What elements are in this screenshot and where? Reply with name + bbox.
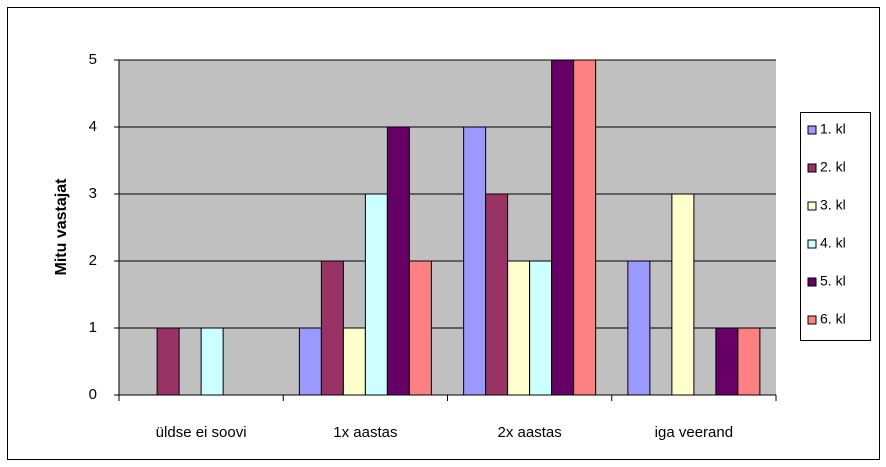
legend-swatch <box>807 277 817 287</box>
y-tick-label: 3 <box>89 185 97 202</box>
bar <box>386 126 410 396</box>
bar <box>200 327 224 396</box>
bar <box>156 327 180 396</box>
bar <box>715 327 739 396</box>
bar <box>671 193 695 396</box>
bar <box>485 193 509 396</box>
y-tick-label: 2 <box>89 252 97 269</box>
x-tick-label: 2x aastas <box>498 424 562 441</box>
bar <box>737 327 761 396</box>
y-tick-label: 4 <box>89 118 97 135</box>
legend-swatch <box>807 239 817 249</box>
bar <box>627 260 651 396</box>
bar <box>408 260 432 396</box>
legend <box>800 112 871 341</box>
bar <box>364 193 388 396</box>
legend-label: 3. kl <box>820 197 846 213</box>
legend-swatch <box>807 163 817 173</box>
y-axis-label: Mitu vastajat <box>53 178 70 276</box>
legend-label: 6. kl <box>820 311 846 327</box>
x-tick-label: iga veerand <box>655 424 733 441</box>
plot-area <box>119 60 776 395</box>
x-tick-label: 1x aastas <box>333 424 397 441</box>
legend-label: 2. kl <box>820 159 846 175</box>
bar <box>529 260 553 396</box>
y-tick-label: 1 <box>89 319 97 336</box>
legend-label: 1. kl <box>820 121 846 137</box>
bar <box>573 59 597 396</box>
bar <box>507 260 531 396</box>
bar <box>320 260 344 396</box>
y-tick-label: 5 <box>89 51 97 68</box>
legend-swatch <box>807 201 817 211</box>
y-tick-label: 0 <box>89 386 97 403</box>
bar <box>463 126 487 396</box>
x-tick-label: üldse ei soovi <box>156 424 247 441</box>
legend-swatch <box>807 315 817 325</box>
legend-label: 5. kl <box>820 273 846 289</box>
bar <box>551 59 575 396</box>
legend-label: 4. kl <box>820 235 846 251</box>
bar <box>342 327 366 396</box>
legend-swatch <box>807 125 817 135</box>
bar <box>298 327 322 396</box>
